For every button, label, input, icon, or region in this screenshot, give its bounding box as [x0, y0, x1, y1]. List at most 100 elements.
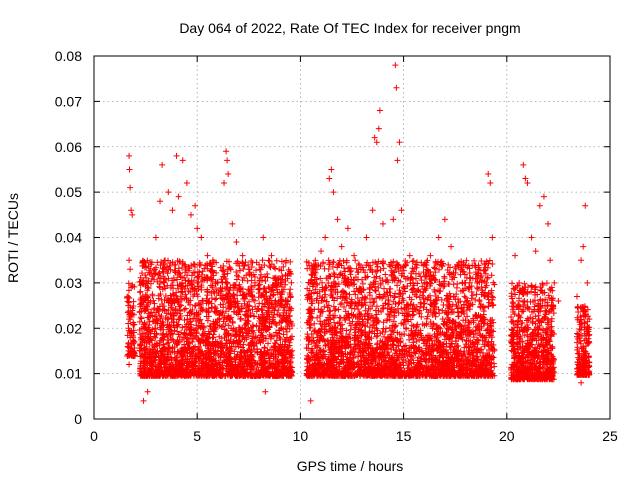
roti-point: [244, 277, 251, 284]
roti-point: [273, 322, 280, 329]
roti-point: [194, 313, 201, 320]
roti-point: [284, 275, 291, 282]
roti-point: [177, 308, 184, 315]
roti-point: [331, 307, 338, 314]
roti-point: [327, 308, 334, 315]
roti-point: [136, 318, 143, 325]
roti-point: [199, 298, 206, 305]
roti-point: [181, 306, 188, 313]
roti-point: [287, 286, 294, 293]
roti-point: [273, 257, 280, 264]
roti-point: [137, 314, 144, 321]
roti-point: [440, 302, 447, 309]
roti-point: [208, 304, 215, 311]
roti-point: [245, 261, 252, 268]
roti-point: [255, 286, 262, 293]
roti-point: [330, 259, 337, 266]
roti-point: [125, 344, 132, 351]
roti-point: [171, 327, 178, 334]
roti-point: [383, 317, 390, 324]
roti-point: [194, 280, 201, 287]
roti-point: [211, 303, 218, 310]
roti-point: [217, 264, 224, 271]
roti-point: [182, 305, 189, 312]
data-points: [124, 62, 593, 404]
roti-point: [253, 267, 260, 274]
roti-point: [253, 322, 260, 329]
roti-point: [255, 306, 262, 313]
roti-point: [287, 318, 294, 325]
roti-point: [267, 264, 274, 271]
roti-point: [355, 306, 362, 313]
roti-point: [263, 289, 270, 296]
roti-point: [264, 307, 271, 314]
roti-point: [271, 319, 278, 326]
roti-point: [137, 342, 144, 349]
roti-point: [279, 273, 286, 280]
roti-point: [373, 303, 380, 310]
roti-point: [267, 346, 274, 353]
roti-point: [158, 296, 165, 303]
roti-point: [246, 271, 253, 278]
roti-point: [156, 284, 163, 291]
roti-point: [150, 297, 157, 304]
roti-point: [453, 284, 460, 291]
roti-point: [184, 312, 191, 319]
roti-point: [224, 279, 231, 286]
roti-point: [130, 327, 137, 334]
roti-point: [330, 270, 337, 277]
roti-point: [125, 320, 132, 327]
roti-point: [441, 273, 448, 280]
roti-point: [125, 302, 132, 309]
roti-point: [464, 313, 471, 320]
roti-point: [165, 307, 172, 314]
roti-point: [152, 334, 159, 341]
roti-point: [204, 317, 211, 324]
roti-point: [175, 285, 182, 292]
roti-point: [242, 259, 249, 266]
roti-point: [276, 319, 283, 326]
roti-point: [146, 318, 153, 325]
roti-point: [236, 267, 243, 274]
roti-point: [218, 323, 225, 330]
roti-point: [137, 274, 144, 281]
roti-point: [392, 323, 399, 330]
roti-point: [160, 260, 167, 267]
roti-point: [410, 311, 417, 318]
roti-point: [277, 335, 284, 342]
roti-point: [170, 316, 177, 323]
roti-point: [131, 349, 138, 356]
roti-point: [126, 329, 133, 336]
roti-point: [233, 332, 240, 339]
roti-point: [195, 286, 202, 293]
roti-point: [185, 297, 192, 304]
roti-point: [335, 306, 342, 313]
roti-point: [179, 264, 186, 271]
roti-point: [257, 271, 264, 278]
roti-point: [409, 258, 416, 265]
roti-point: [239, 344, 246, 351]
roti-point: [130, 337, 137, 344]
roti-point: [436, 288, 443, 295]
roti-point: [250, 313, 257, 320]
roti-point: [283, 328, 290, 335]
roti-point: [259, 300, 266, 307]
roti-point: [337, 301, 344, 308]
roti-point: [137, 289, 144, 296]
roti-point: [277, 294, 284, 301]
roti-point: [156, 283, 163, 290]
roti-point: [129, 305, 136, 312]
roti-point: [380, 319, 387, 326]
roti-point: [129, 321, 136, 328]
roti-point: [287, 258, 294, 265]
roti-point: [213, 269, 220, 276]
roti-point: [130, 338, 137, 345]
roti-point: [175, 265, 182, 272]
roti-point: [288, 279, 295, 286]
roti-point: [212, 296, 219, 303]
roti-point: [125, 280, 132, 287]
roti-point: [265, 257, 272, 264]
roti-point: [165, 315, 172, 322]
roti-point: [240, 274, 247, 281]
